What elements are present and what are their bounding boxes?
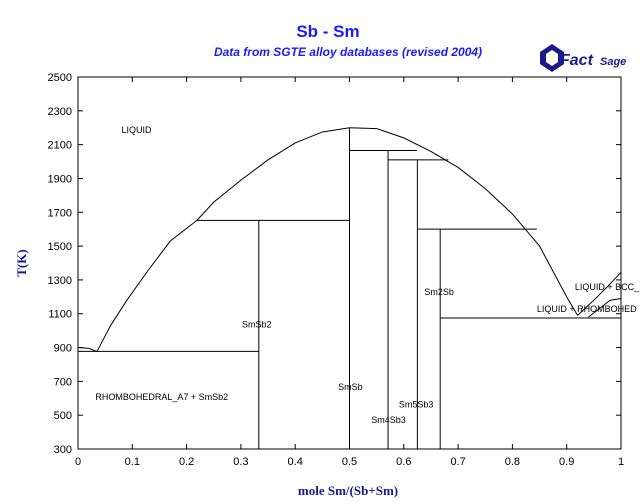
region-label: Sm2Sb	[424, 287, 454, 297]
x-tick-label: 0.8	[505, 456, 520, 468]
x-tick-label: 0.4	[288, 456, 303, 468]
chart-title: Sb - Sm	[296, 22, 359, 41]
x-tick-label: 0.5	[342, 456, 357, 468]
y-tick-label: 1500	[48, 241, 72, 253]
x-tick-labels: 0 0.1 0.2 0.3 0.4 0.5 0.6 0.7 0.8 0.9 1	[75, 456, 624, 468]
y-tick-label: 2100	[48, 140, 72, 152]
y-tick-label: 1100	[48, 309, 72, 321]
x-tick-label: 0.6	[396, 456, 411, 468]
y-tick-label: 1700	[48, 207, 72, 219]
region-label: SmSb	[338, 382, 363, 392]
x-tick-label: 0.2	[179, 456, 194, 468]
phase-boundary-curve	[77, 219, 198, 353]
y-tick-label: 900	[54, 343, 72, 355]
y-axis-label: T(K)	[14, 249, 29, 276]
factsage-logo: Fact Sage	[540, 44, 626, 72]
y-tick-label: 2300	[48, 106, 72, 118]
x-tick-label: 0.3	[233, 456, 248, 468]
phase-boundary-curve	[196, 127, 578, 316]
y-tick-labels: 300 500 700 900 1100 1300 1500 1700 1900 2100 2300…	[48, 72, 72, 456]
y-tick-label: 1900	[48, 173, 72, 185]
region-label: Sm5Sb3	[399, 400, 434, 410]
region-label: LIQUID	[121, 125, 152, 135]
x-tick-label: 0.1	[125, 456, 140, 468]
region-label: LIQUID + RHOMBOHED	[537, 304, 637, 314]
y-tick-label: 500	[54, 410, 72, 422]
phase-boundary-curve	[577, 271, 622, 316]
x-tick-label: 0	[75, 456, 81, 468]
factsage-logo-text-b: Sage	[600, 56, 626, 68]
axis-ticks	[77, 76, 622, 450]
chart-subtitle: Data from SGTE alloy databases (revised …	[214, 45, 482, 59]
region-label: RHOMBOHEDRAL_A7 + SmSb2	[95, 392, 228, 402]
y-tick-label: 300	[54, 444, 72, 456]
y-tick-label: 1300	[48, 275, 72, 287]
region-label: LIQUID + BCC_	[575, 282, 640, 292]
phase-boundary-curve	[588, 298, 622, 318]
factsage-logo-icon	[540, 44, 564, 72]
x-tick-label: 1	[618, 456, 624, 468]
factsage-logo-text-a: Fact	[560, 52, 594, 69]
x-tick-label: 0.9	[559, 456, 574, 468]
x-axis-label: mole Sm/(Sb+Sm)	[298, 483, 398, 498]
y-tick-label: 700	[54, 376, 72, 388]
y-tick-label: 2500	[48, 72, 72, 84]
region-label: Sm4Sb3	[371, 415, 406, 425]
x-tick-label: 0.7	[450, 456, 465, 468]
region-label: SmSb2	[242, 319, 272, 329]
phase-boundaries	[77, 127, 622, 449]
region-labels: LIQUID SmSb2 SmSb Sm4Sb3 Sm5Sb3 Sm2Sb RHOMBOHE…	[95, 125, 640, 425]
